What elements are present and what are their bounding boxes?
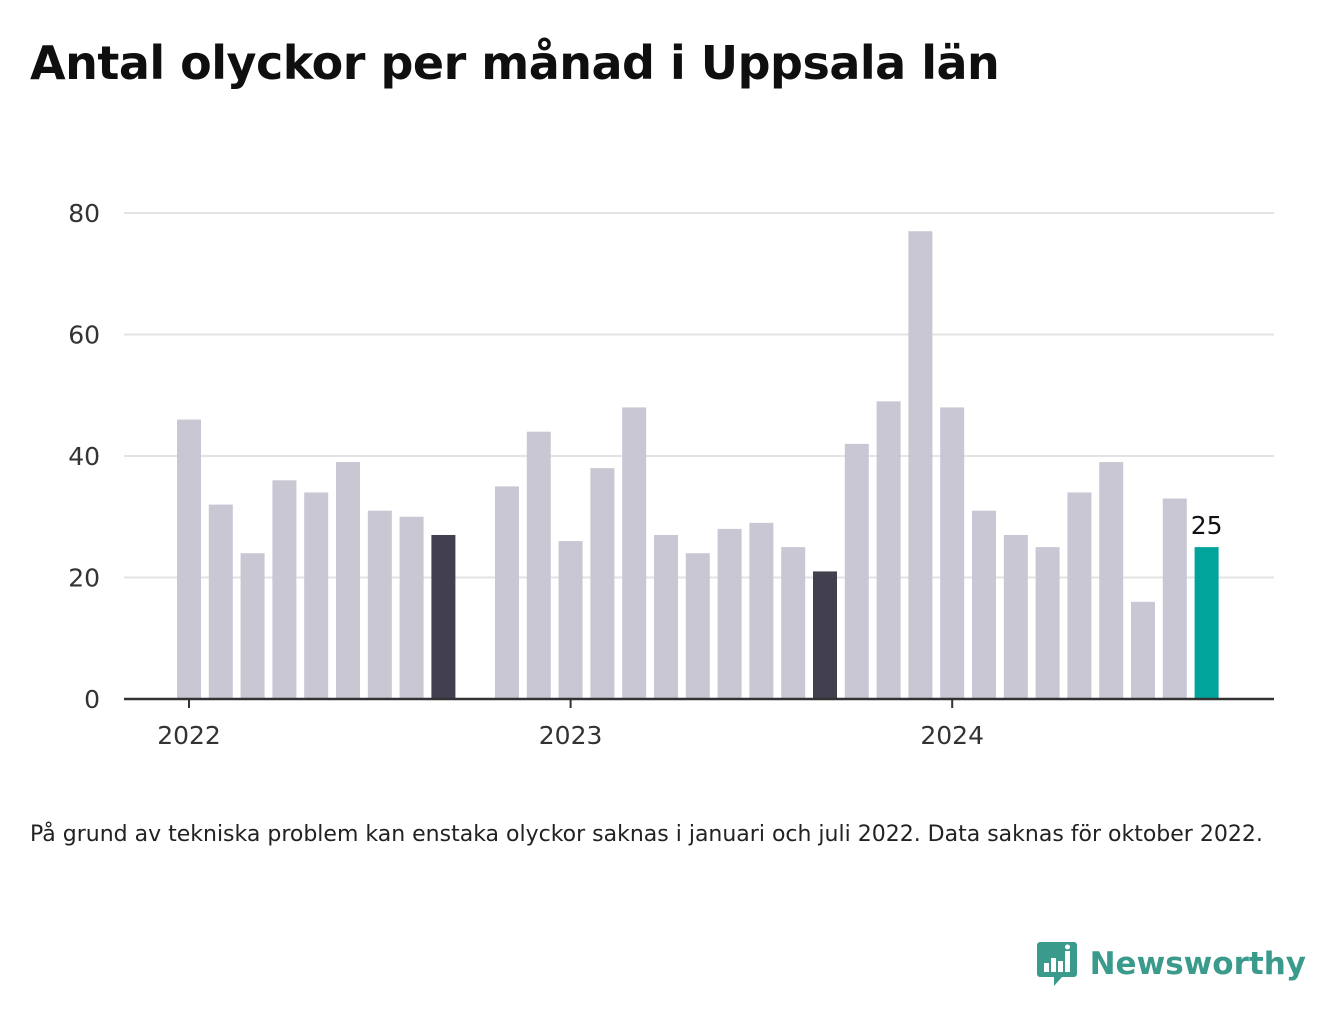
bar-2024-06 <box>1099 462 1124 699</box>
bar-chart: 0 20 40 60 80 25 2022 2023 2024 <box>68 199 1274 750</box>
bar-2022-01 <box>177 419 201 699</box>
bar-2023-06 <box>717 528 742 699</box>
brand-logo[interactable]: Newsworthy <box>1036 940 1306 988</box>
y-tick-label: 20 <box>68 564 100 593</box>
bar-2023-08 <box>781 547 806 699</box>
y-tick-label: 80 <box>68 199 100 228</box>
bar-2022-12 <box>526 431 551 699</box>
y-tick-label: 60 <box>68 321 100 350</box>
bar-2023-07 <box>749 522 774 699</box>
bar-2022-07 <box>367 510 392 699</box>
bar-2022-04 <box>272 480 297 699</box>
bar-2022-03 <box>240 553 265 699</box>
x-tick-label: 2022 <box>157 721 221 750</box>
bar-2022-02 <box>208 504 233 699</box>
bar-2022-08 <box>399 516 424 699</box>
bar-2022-09 <box>431 534 456 699</box>
bar-2024-07 <box>1131 601 1155 699</box>
bar-2023-03 <box>622 407 647 699</box>
x-tick-label: 2024 <box>920 721 984 750</box>
footnote: På grund av tekniska problem kan enstaka… <box>30 822 1263 847</box>
bar-2023-01 <box>558 541 583 699</box>
bar-2023-10 <box>844 443 869 699</box>
bar-2022-06 <box>336 462 360 699</box>
labels: 0 20 40 60 80 25 2022 2023 2024 <box>68 199 1222 750</box>
y-tick-label: 0 <box>84 685 100 714</box>
value-label: 25 <box>1191 511 1223 540</box>
bar-2023-12 <box>908 231 933 699</box>
bar-2024-02 <box>972 510 996 699</box>
y-tick-label: 40 <box>68 442 100 471</box>
bar-2024-05 <box>1067 492 1092 699</box>
bar-2024-09 <box>1194 547 1219 699</box>
bar-2023-02 <box>590 468 615 699</box>
bar-2023-05 <box>685 553 710 699</box>
bar-2023-04 <box>654 534 678 699</box>
bar-2023-09 <box>813 571 837 699</box>
axes <box>124 697 1274 708</box>
chart-title: Antal olyckor per månad i Uppsala län <box>30 36 1000 90</box>
bars <box>177 231 1219 699</box>
x-tick-label: 2023 <box>539 721 603 750</box>
bar-2024-04 <box>1035 547 1060 699</box>
brand-name: Newsworthy <box>1089 946 1306 982</box>
newsworthy-logo-icon <box>1036 942 1077 986</box>
bar-2024-01 <box>940 407 965 699</box>
bar-2024-08 <box>1162 498 1187 699</box>
bar-2022-11 <box>495 486 519 699</box>
bar-2023-11 <box>876 401 901 699</box>
bar-2022-05 <box>304 492 329 699</box>
bar-2024-03 <box>1003 534 1028 699</box>
